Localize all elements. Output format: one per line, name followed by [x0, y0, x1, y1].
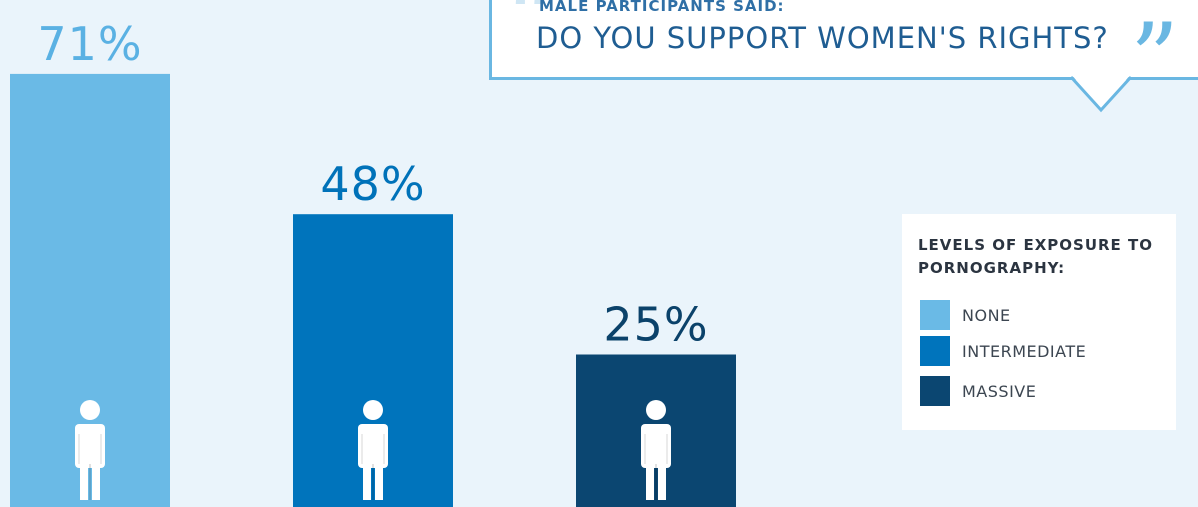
close-quote-icon: ” — [1130, 3, 1180, 115]
quote-callout: “ ” Male participants said: Do you suppo… — [489, 0, 1198, 113]
legend: Levels of exposure to pornography: None … — [902, 214, 1176, 430]
value-label-intermediate: 48% — [320, 157, 425, 211]
value-label-massive: 25% — [603, 298, 708, 352]
open-quote-icon: “ — [506, 0, 556, 75]
callout-pointer — [1069, 74, 1133, 113]
person-icon — [641, 400, 671, 500]
legend-item-massive: Massive — [920, 376, 1036, 406]
legend-item-none: None — [920, 300, 1011, 330]
legend-item-intermediate: Intermediate — [920, 336, 1086, 366]
person-icon — [358, 400, 388, 500]
quote-question: Do you support women's rights? — [536, 21, 1109, 55]
value-label-none: 71% — [37, 17, 142, 71]
legend-swatch-massive — [920, 376, 950, 406]
legend-title: Levels of exposure to pornography: — [918, 236, 1154, 277]
legend-label-none: None — [962, 305, 1011, 325]
quote-label: Male participants said: — [539, 0, 785, 15]
legend-label-massive: Massive — [962, 381, 1037, 401]
person-icon — [75, 400, 105, 500]
legend-swatch-intermediate — [920, 336, 950, 366]
legend-label-intermediate: Intermediate — [962, 341, 1087, 361]
legend-swatch-none — [920, 300, 950, 330]
